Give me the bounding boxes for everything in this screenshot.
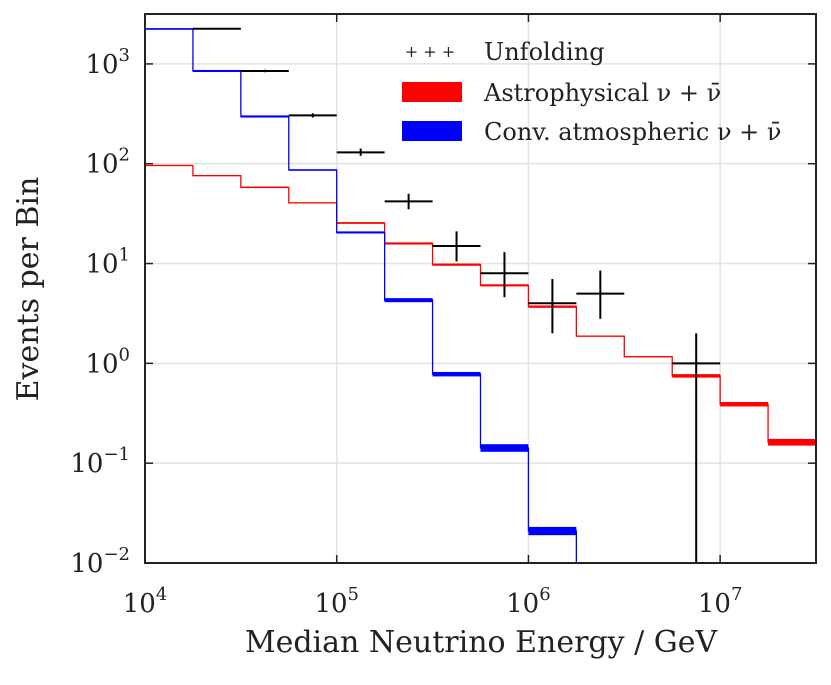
legend-swatch-atmospheric: [402, 121, 462, 141]
x-tick-label: 107: [698, 584, 743, 619]
unfolding-point: [576, 270, 625, 319]
unfolding-point: [288, 113, 337, 118]
unfolding-point: [432, 231, 481, 262]
y-tick-label: 100: [85, 344, 130, 379]
y-tick-label: 10−2: [70, 544, 130, 579]
atmospheric-step-line: [145, 28, 578, 563]
unfolding-point: [384, 193, 433, 210]
x-tick-label: 106: [506, 584, 551, 619]
legend-swatch-astrophysical: [402, 82, 462, 102]
legend-label-unfolding: Unfolding: [484, 38, 605, 66]
legend-marker-unfolding: + + +: [405, 42, 455, 61]
legend-label-atmospheric: Conv. atmospheric ν + ν̄: [484, 118, 782, 146]
y-tick-label: 102: [85, 145, 130, 180]
legend-label-astrophysical: Astrophysical ν + ν̄: [483, 79, 721, 107]
y-tick-label: 101: [85, 245, 130, 280]
unfolding-point: [240, 69, 289, 73]
series-layer: [145, 27, 816, 563]
unfolding-point: [336, 148, 385, 156]
y-tick-label: 103: [85, 45, 130, 80]
unfolding-point: [480, 252, 529, 298]
legend: + + + Unfolding Astrophysical ν + ν̄ Conv. …: [402, 38, 782, 146]
x-tick-label: 104: [123, 584, 168, 619]
x-axis-label: Median Neutrino Energy / GeV: [245, 625, 719, 660]
plot-frame: [144, 13, 817, 564]
y-axis-label: Events per Bin: [11, 177, 46, 402]
y-tick-label: 10−1: [70, 444, 130, 479]
x-tick-label: 105: [314, 584, 359, 619]
ticks: 104 105 106 107 103 102 101 100 10−1 10−2: [70, 14, 816, 619]
unfolding-point: [192, 27, 241, 30]
unfolding-point: [672, 333, 721, 563]
unfolding-point: [528, 279, 577, 334]
